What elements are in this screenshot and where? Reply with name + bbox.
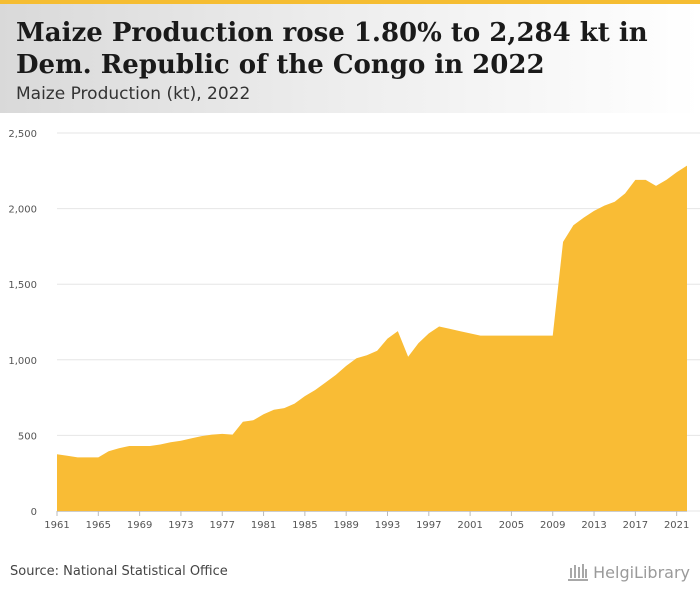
y-tick-label: 500: [18, 431, 37, 442]
chart-area: 0 500 1,000 1,500 2,000 2,500 1961 1965 1969 197…: [0, 113, 700, 543]
y-tick-label: 1,000: [8, 356, 37, 367]
y-tick-label: 0: [31, 507, 37, 518]
chart-header: Maize Production rose 1.80% to 2,284 kt …: [0, 4, 700, 113]
x-tick-label: 1989: [333, 520, 358, 531]
x-tick-label: 1985: [292, 520, 317, 531]
area-chart: 0 500 1,000 1,500 2,000 2,500 1961 1965 1969 197…: [8, 129, 700, 531]
x-tick-label: 2021: [664, 520, 689, 531]
x-tick-label: 1973: [168, 520, 193, 531]
y-tick-label: 2,000: [8, 205, 37, 216]
x-tick-label: 2017: [623, 520, 648, 531]
chart-title: Maize Production rose 1.80% to 2,284 kt …: [16, 18, 648, 80]
y-tick-label: 1,500: [8, 280, 37, 291]
source-note: Source: National Statistical Office: [10, 564, 228, 579]
chart-subtitle: Maize Production (kt), 2022: [16, 84, 251, 104]
brand-name: HelgiLibrary: [593, 562, 690, 582]
x-tick-label: 1961: [44, 520, 69, 531]
y-axis-ticks: 0 500 1,000 1,500 2,000 2,500: [8, 129, 37, 518]
x-tick-label: 2013: [581, 520, 606, 531]
area-series: [57, 165, 687, 512]
x-tick-label: 2001: [457, 520, 482, 531]
area-series-fill: [57, 165, 687, 512]
y-tick-label: 2,500: [8, 129, 37, 140]
x-axis-ticks: 1961 1965 1969 1973 1977 1981 1985 1989 1993 1997…: [44, 511, 689, 531]
library-building-icon: [568, 564, 589, 581]
x-tick-label: 1981: [251, 520, 276, 531]
x-tick-label: 1965: [86, 520, 111, 531]
x-tick-label: 2005: [499, 520, 524, 531]
x-tick-label: 2009: [540, 520, 565, 531]
x-tick-label: 1993: [375, 520, 400, 531]
x-tick-label: 1969: [127, 520, 152, 531]
brand-logo: HelgiLibrary: [567, 560, 690, 584]
x-tick-label: 1997: [416, 520, 441, 531]
accent-bar: [0, 0, 700, 4]
x-tick-label: 1977: [210, 520, 235, 531]
